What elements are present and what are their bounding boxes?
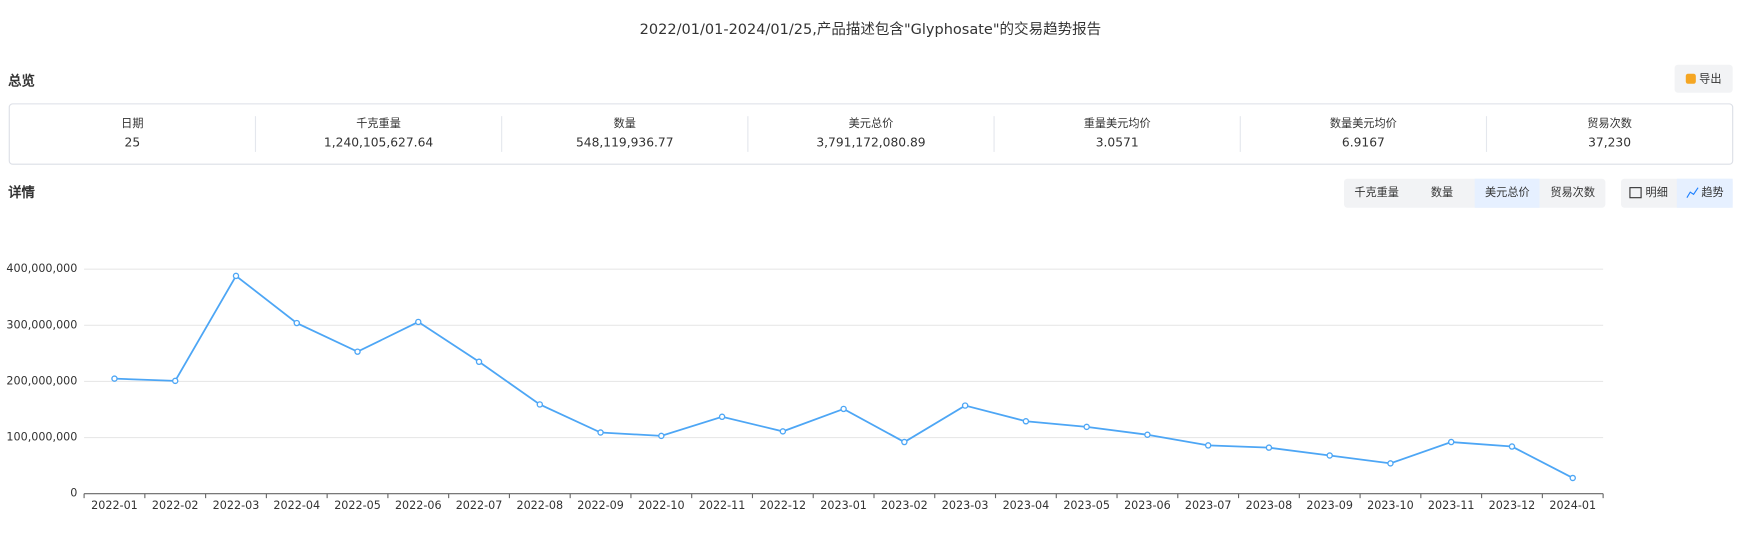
stat-value: 1,240,105,627.64 <box>324 135 433 149</box>
stat-value: 6.9167 <box>1342 135 1385 149</box>
point <box>111 375 118 382</box>
line <box>114 274 1574 479</box>
x-tick-label: 2022-04 <box>273 499 320 512</box>
x-tick-label: 2022-03 <box>213 499 260 512</box>
stat-label: 贸易次数 <box>1587 116 1632 130</box>
point <box>536 401 544 408</box>
x-tick-label: 2023-11 <box>1428 499 1475 512</box>
point <box>475 358 483 366</box>
y-tick-label: 100,000,000 <box>6 431 77 444</box>
details-title: 详情 <box>8 184 35 201</box>
point <box>840 405 847 413</box>
x-tick-label: 2022-07 <box>456 499 503 512</box>
y-tick-label: 0 <box>70 487 77 500</box>
x-tick-label: 2023-03 <box>942 499 989 512</box>
active-tab-bg <box>1474 178 1540 208</box>
export-icon <box>1685 73 1696 84</box>
x-tick-label: 2022-06 <box>395 499 442 512</box>
point <box>232 272 240 280</box>
y-tick-label: 300,000,000 <box>6 318 77 331</box>
point <box>658 432 665 440</box>
point <box>901 438 908 446</box>
view-tab[interactable]: 明细 <box>1646 186 1668 199</box>
point <box>1265 444 1273 451</box>
x-tick-label: 2022-11 <box>699 499 746 512</box>
point <box>1083 423 1090 431</box>
x-tick-label: 2022-12 <box>760 499 807 512</box>
x-tick-label: 2023-04 <box>1003 499 1050 512</box>
stat-value: 37,230 <box>1588 135 1631 149</box>
overview-title: 总览 <box>8 73 35 90</box>
point <box>293 319 300 327</box>
point <box>354 348 361 355</box>
point <box>171 377 179 385</box>
point <box>961 402 969 409</box>
active-view-bg <box>1676 178 1733 208</box>
x-tick-label: 2023-12 <box>1489 499 1536 512</box>
point <box>1387 460 1394 467</box>
x-tick-label: 2022-09 <box>577 499 624 512</box>
point <box>1144 431 1151 438</box>
point <box>1022 418 1030 425</box>
stat-value: 3,791,172,080.89 <box>816 135 925 149</box>
point <box>779 428 787 435</box>
point <box>1326 452 1333 459</box>
point <box>597 429 604 436</box>
point <box>718 413 726 421</box>
point <box>415 318 422 326</box>
stat-value: 548,119,936.77 <box>576 135 674 149</box>
x-tick-label: 2022-08 <box>516 499 563 512</box>
export-button[interactable] <box>1674 64 1733 93</box>
stat-label: 重量美元均价 <box>1084 116 1151 130</box>
view-tab[interactable]: 趋势 <box>1701 186 1723 199</box>
x-tick-label: 2023-01 <box>820 499 867 512</box>
x-tick-label: 2023-07 <box>1185 499 1232 512</box>
x-tick-label: 2024-01 <box>1549 499 1596 512</box>
point <box>1508 443 1516 450</box>
x-tick-label: 2023-10 <box>1367 499 1414 512</box>
x-tick-label: 2022-05 <box>334 499 381 512</box>
x-tick-label: 2023-08 <box>1246 499 1293 512</box>
x-tick-label: 2022-02 <box>152 499 199 512</box>
point <box>1569 474 1576 482</box>
y-tick-label: 400,000,000 <box>6 262 77 275</box>
metric-tab[interactable]: 贸易次数 <box>1550 185 1595 199</box>
stats-box <box>8 103 1734 165</box>
x-tick-label: 2023-09 <box>1306 499 1353 512</box>
point <box>1204 442 1212 449</box>
x-tick-label: 2022-01 <box>91 499 138 512</box>
trend-icon <box>1686 187 1699 198</box>
report-title: 2022/01/01-2024/01/25,产品描述包含"Glyphosate"… <box>640 20 1101 38</box>
stat-value: 25 <box>125 135 141 149</box>
stat-label: 日期 <box>121 117 143 130</box>
x-tick-label: 2023-05 <box>1063 499 1110 512</box>
export-label[interactable]: 导出 <box>1699 71 1721 85</box>
y-tick-label: 200,000,000 <box>6 374 77 387</box>
x-tick-label: 2022-10 <box>638 499 685 512</box>
stat-label: 美元总价 <box>849 116 894 130</box>
metric-tab[interactable]: 数量 <box>1431 186 1453 199</box>
metric-tab[interactable]: 美元总价 <box>1485 185 1530 199</box>
point <box>1447 438 1455 446</box>
stat-value: 3.0571 <box>1096 135 1139 149</box>
table-icon <box>1629 187 1642 199</box>
metric-tab[interactable]: 千克重量 <box>1354 185 1399 199</box>
stat-label: 千克重量 <box>356 116 401 130</box>
x-tick-label: 2023-02 <box>881 499 928 512</box>
stat-label: 数量 <box>614 117 636 130</box>
x-tick-label: 2023-06 <box>1124 499 1171 512</box>
stat-label: 数量美元均价 <box>1330 117 1397 130</box>
